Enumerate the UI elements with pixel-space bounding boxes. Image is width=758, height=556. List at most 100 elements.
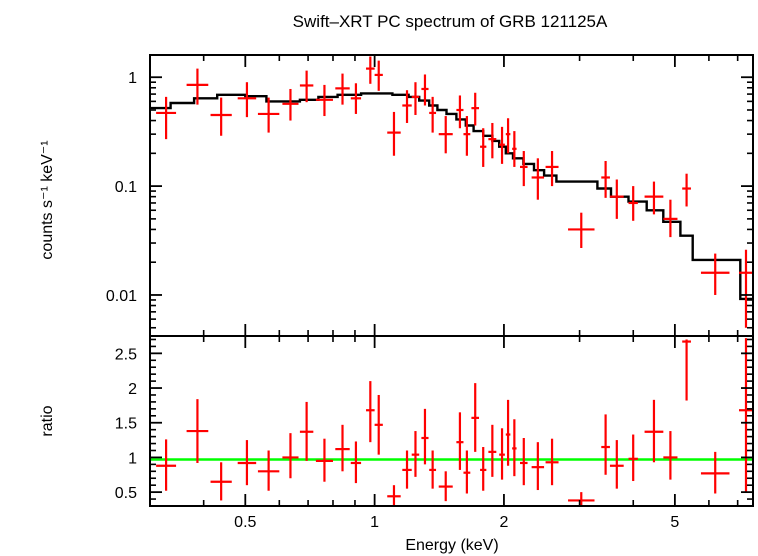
ratio-data-point	[350, 441, 362, 484]
ratio-data-point	[463, 450, 471, 494]
lower-ticks-layer: 0.5 1 1.5 2 2.5	[115, 338, 753, 502]
spectrum-data-point	[411, 82, 420, 115]
ratio-data-point	[545, 438, 559, 486]
lower-y-tick-label: 2.5	[115, 346, 137, 363]
ratio-data-point	[644, 399, 664, 463]
spectrum-data-point	[402, 90, 412, 123]
ratio-data-point	[156, 439, 177, 491]
ratio-data-point	[628, 434, 638, 482]
spectrum-data-point	[480, 128, 487, 167]
spectrum-data-point	[421, 74, 429, 106]
ratio-data-point	[421, 408, 429, 465]
ratio-data-point	[700, 451, 730, 494]
ratio-data-point	[601, 414, 610, 475]
x-tick-label: 5	[670, 514, 679, 531]
spectrum-data-point	[700, 253, 730, 295]
upper-y-tick-label: 1	[128, 70, 137, 87]
ratio-data-point	[257, 450, 280, 491]
spectrum-data-point	[456, 95, 464, 129]
ratio-data-point	[682, 339, 691, 401]
x-tick-label: 0.5	[234, 514, 256, 531]
lower-panel-frame	[149, 335, 754, 507]
upper-panel: 1 0.1 0.01 counts s⁻¹ keV⁻¹	[39, 54, 754, 337]
spectrum-data-point	[366, 56, 375, 84]
ratio-data-point	[366, 381, 375, 443]
ratio-data-point	[505, 399, 511, 466]
ratio-data-point	[499, 428, 505, 480]
ratio-data-point	[402, 450, 412, 489]
lower-y-tick-label: 0.5	[115, 485, 137, 502]
spectrum-data-point	[350, 83, 362, 114]
upper-y-axis-label: counts s⁻¹ keV⁻¹	[39, 140, 56, 259]
spectrum-data-point	[628, 186, 638, 221]
spectrum-data-point	[156, 96, 177, 140]
spectrum-data-point	[488, 122, 497, 159]
lower-y-tick-label: 2	[128, 381, 137, 398]
x-axis-ticks-layer: 0.5 1 2 5	[149, 55, 739, 531]
ratio-data-point	[374, 394, 383, 455]
ratio-data-point	[335, 424, 350, 472]
ratio-data-point	[663, 431, 678, 480]
ratio-data-point	[480, 447, 487, 491]
spectrum-data-point	[387, 111, 401, 156]
spectrum-data-point	[374, 60, 383, 91]
lower-y-tick-label: 1.5	[115, 416, 137, 433]
ratio-data-point	[471, 383, 480, 452]
ratio-data-point	[282, 433, 299, 479]
ratio-data-point	[520, 438, 528, 486]
ratio-data-point	[531, 442, 545, 491]
ratio-data-point	[387, 485, 401, 506]
spectrum-data-point	[520, 151, 528, 187]
spectrum-data-point	[237, 82, 257, 118]
spectrum-data-point	[512, 131, 517, 167]
upper-panel-frame	[149, 54, 754, 337]
spectrum-data-point	[257, 97, 280, 133]
upper-y-tick-label: 0.01	[106, 288, 137, 305]
spectrum-data-point	[186, 68, 209, 105]
spectrum-data-point	[335, 73, 350, 105]
upper-y-tick-label: 0.1	[115, 179, 137, 196]
ratio-data-point	[456, 412, 464, 470]
ratio-data-point	[609, 440, 624, 489]
upper-model-layer	[150, 92, 753, 301]
lower-y-axis-label: ratio	[39, 405, 56, 436]
spectrum-data-point	[315, 84, 333, 117]
ratio-data-point	[299, 401, 314, 461]
ratio-data-point	[488, 424, 497, 477]
spectrum-data-point	[663, 199, 678, 238]
spectrum-data-point	[601, 161, 610, 198]
spectrum-data-point	[438, 116, 453, 154]
ratio-data-point	[210, 462, 232, 501]
spectrum-data-point	[471, 92, 480, 126]
ratio-data-point	[438, 471, 453, 502]
spectrum-data-point	[299, 70, 314, 103]
chart-title: Swift–XRT PC spectrum of GRB 121125A	[293, 12, 608, 31]
upper-ticks-layer: 1 0.1 0.01	[106, 70, 753, 329]
spectrum-data-point	[644, 181, 664, 215]
ratio-data-point	[568, 492, 595, 506]
ratio-data-point	[411, 431, 420, 477]
upper-data-layer	[156, 56, 753, 328]
spectrum-data-point	[429, 96, 437, 133]
lower-panel: 0.5 1 1.5 2 2.5 ratio	[39, 335, 754, 507]
spectrum-data-point	[609, 179, 624, 219]
spectrum-data-point	[210, 97, 232, 136]
lower-data-layer	[156, 338, 753, 506]
x-axis-label: Energy (keV)	[405, 537, 498, 554]
ratio-data-point	[186, 399, 209, 463]
spectrum-data-point	[738, 249, 753, 328]
spectrum-data-point	[463, 116, 471, 156]
spectrum-data-point	[545, 151, 559, 187]
ratio-data-point	[315, 438, 333, 482]
ratio-data-point	[237, 440, 257, 486]
x-tick-label: 2	[499, 514, 508, 531]
x-tick-label: 1	[370, 514, 379, 531]
model-step-line	[150, 92, 753, 301]
spectrum-data-point	[499, 126, 505, 164]
ratio-data-point	[429, 450, 437, 489]
ratio-data-point	[512, 419, 517, 477]
spectrum-data-point	[505, 118, 511, 154]
spectrum-data-point	[282, 88, 299, 121]
ratio-data-point	[738, 338, 753, 493]
